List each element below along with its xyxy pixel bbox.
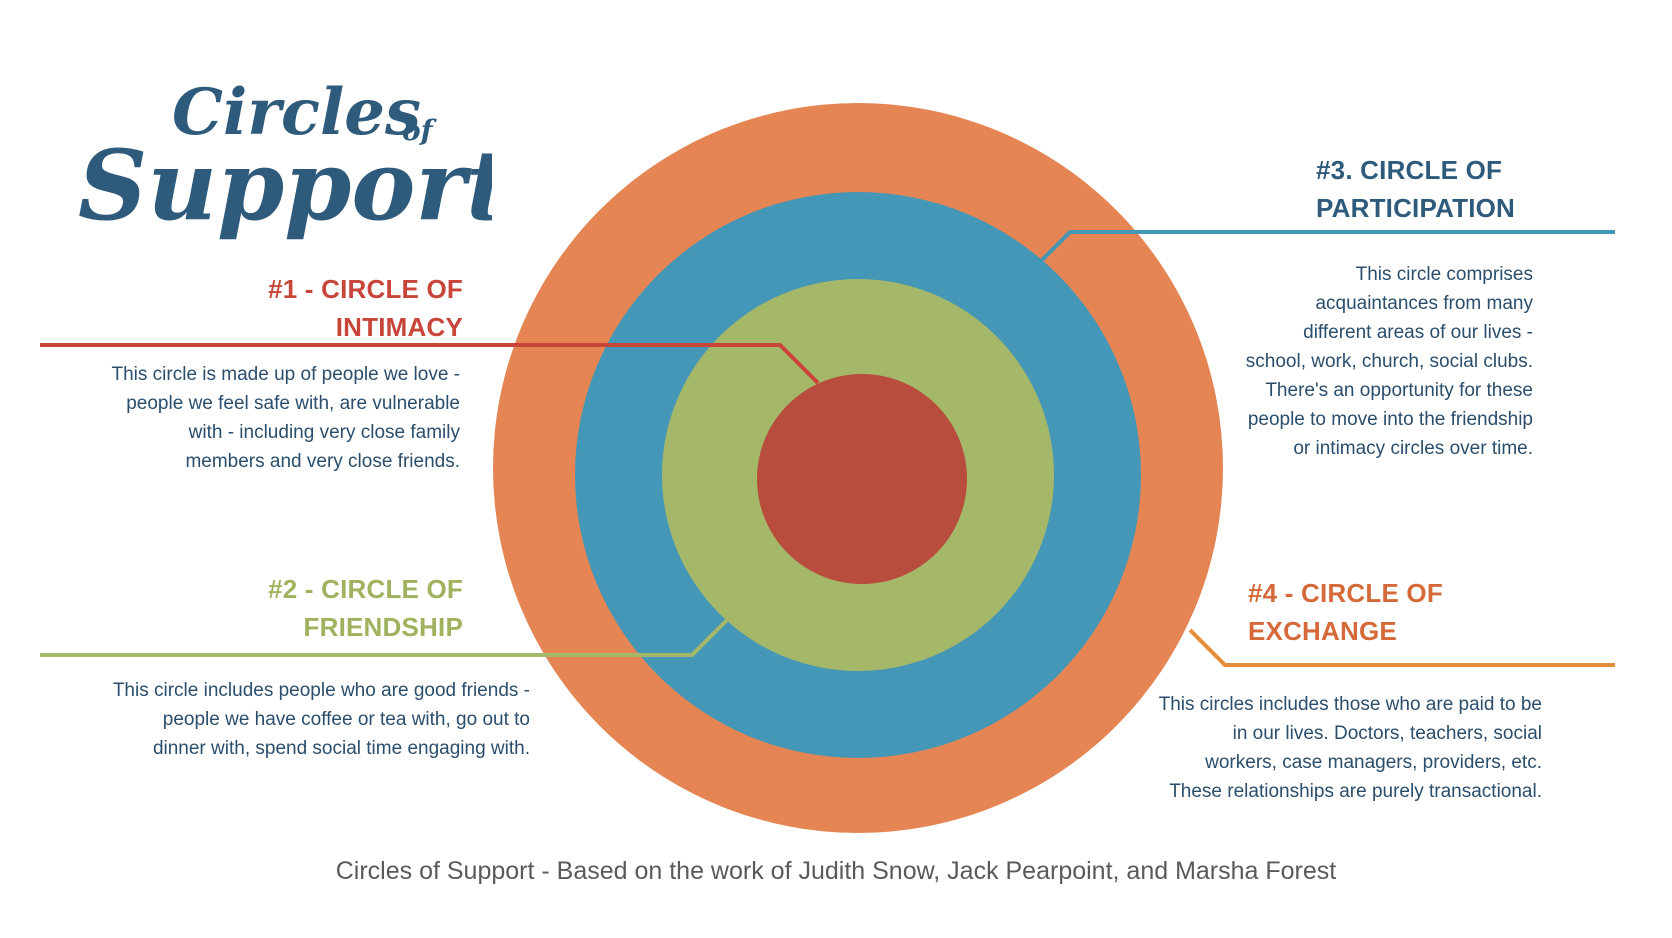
leader-line-participation xyxy=(1033,230,1615,269)
circles-of-support-logo: Circles of Support xyxy=(78,75,492,242)
source-caption: Circles of Support - Based on the work o… xyxy=(335,857,1337,885)
logo-word-of: of xyxy=(402,114,438,147)
description-participation: This circle comprises acquaintances from… xyxy=(1245,264,1533,459)
leader-line-intimacy xyxy=(40,343,820,385)
heading-friendship-line2: FRIENDSHIP xyxy=(303,612,463,642)
heading-circle-of-friendship: #2 - CIRCLE OF FRIENDSHIP xyxy=(170,570,463,646)
heading-participation-line1: #3. CIRCLE OF xyxy=(1316,155,1503,185)
heading-intimacy-line1: #1 - CIRCLE OF xyxy=(268,274,463,304)
description-friendship: This circle includes people who are good… xyxy=(112,680,530,759)
leader-line-friendship xyxy=(40,618,729,657)
circle-intimacy xyxy=(757,374,967,584)
heading-circle-of-intimacy: #1 - CIRCLE OF INTIMACY xyxy=(170,270,463,346)
heading-circle-of-exchange: #4 - CIRCLE OF EXCHANGE xyxy=(1248,574,1443,650)
heading-friendship-line1: #2 - CIRCLE OF xyxy=(268,574,463,604)
heading-exchange-line2: EXCHANGE xyxy=(1248,616,1397,646)
heading-intimacy-line2: INTIMACY xyxy=(335,312,463,342)
heading-exchange-line1: #4 - CIRCLE OF xyxy=(1248,578,1443,608)
logo-word-support: Support xyxy=(78,129,492,242)
leader-line-exchange xyxy=(1188,628,1615,667)
heading-circle-of-participation: #3. CIRCLE OF PARTICIPATION xyxy=(1316,151,1515,227)
description-intimacy: This circle is made up of people we love… xyxy=(111,364,461,472)
logo-word-circles: Circles xyxy=(172,75,421,150)
heading-participation-line2: PARTICIPATION xyxy=(1316,193,1516,223)
description-exchange: This circles includes those who are paid… xyxy=(1158,694,1542,802)
